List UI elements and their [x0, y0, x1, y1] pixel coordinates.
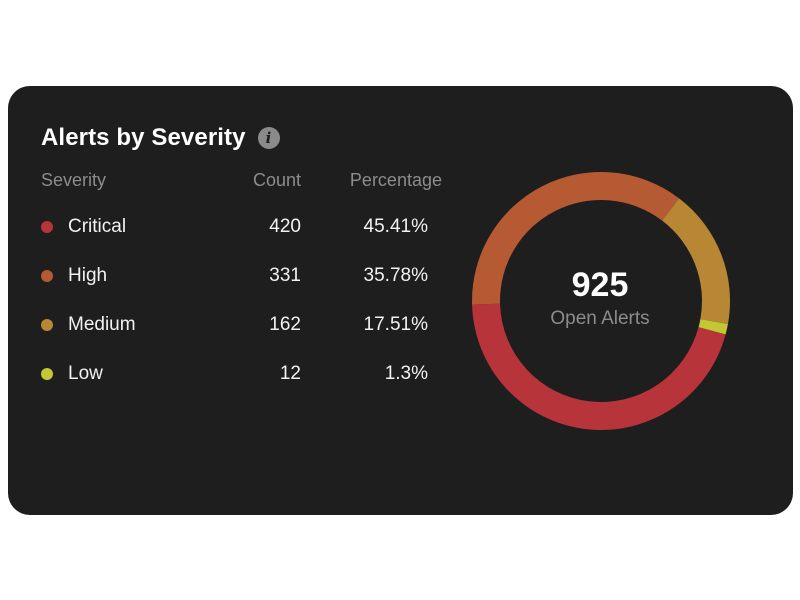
- severity-column-header: Severity: [41, 170, 107, 190]
- severity-percentage: 35.78%: [363, 265, 428, 286]
- donut-slice-medium[interactable]: [662, 198, 730, 325]
- severity-count: 162: [269, 314, 301, 335]
- medium-color-dot: [41, 319, 53, 331]
- severity-row-high: High 331 35.78%: [8, 261, 458, 289]
- percentage-column-header: Percentage: [349, 170, 442, 190]
- severity-percentage: 45.41%: [363, 216, 428, 237]
- card-title: Alerts by Severity i: [41, 124, 280, 152]
- severity-donut-chart: [472, 172, 730, 430]
- donut-slice-high[interactable]: [472, 172, 680, 305]
- total-open-alerts-label: Open Alerts: [550, 308, 650, 329]
- severity-label: High: [68, 265, 108, 286]
- severity-percentage: 17.51%: [363, 314, 428, 335]
- alerts-by-severity-card: Alerts by Severity i Severity Count Perc…: [8, 86, 793, 515]
- severity-label: Low: [68, 363, 103, 384]
- total-open-alerts-value: 925: [571, 266, 629, 304]
- card-title-text: Alerts by Severity: [41, 124, 246, 151]
- severity-count: 12: [279, 363, 301, 384]
- severity-label: Critical: [68, 216, 127, 237]
- critical-color-dot: [41, 221, 53, 233]
- severity-count: 420: [269, 216, 301, 237]
- donut-slice-low[interactable]: [698, 319, 728, 335]
- severity-label: Medium: [68, 314, 136, 335]
- info-icon[interactable]: i: [257, 127, 280, 149]
- low-color-dot: [41, 368, 53, 380]
- severity-percentage: 1.3%: [384, 363, 428, 384]
- severity-count: 331: [269, 265, 301, 286]
- high-color-dot: [41, 270, 53, 282]
- donut-slice-critical[interactable]: [472, 303, 726, 430]
- severity-row-critical: Critical 420 45.41%: [8, 212, 458, 240]
- severity-row-medium: Medium 162 17.51%: [8, 310, 458, 338]
- count-column-header: Count: [252, 170, 301, 190]
- severity-row-low: Low 12 1.3%: [8, 359, 458, 387]
